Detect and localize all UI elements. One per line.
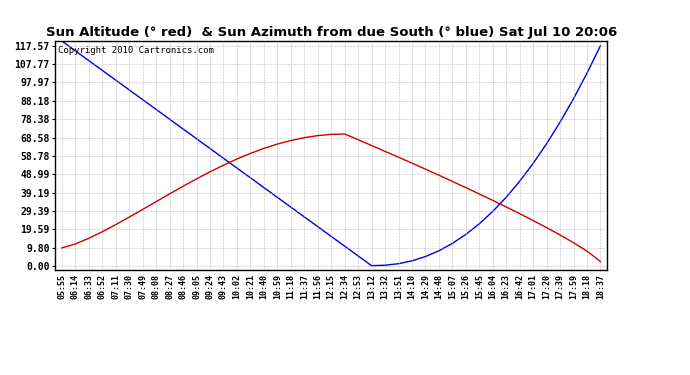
Title: Sun Altitude (° red)  & Sun Azimuth from due South (° blue) Sat Jul 10 20:06: Sun Altitude (° red) & Sun Azimuth from … [46,26,617,39]
Text: Copyright 2010 Cartronics.com: Copyright 2010 Cartronics.com [58,46,214,55]
